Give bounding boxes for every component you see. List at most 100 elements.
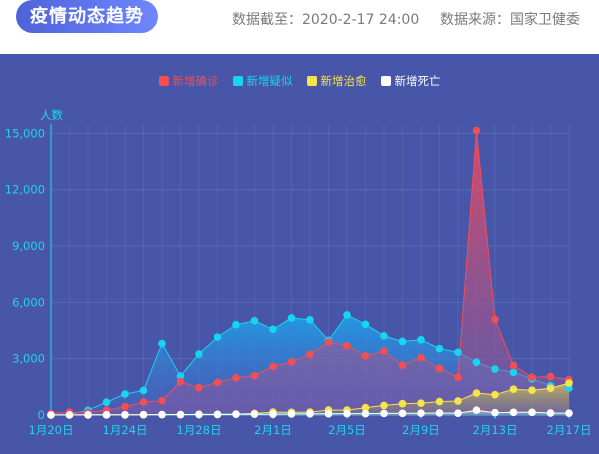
data-date: 数据截至：2020-2-17 24:00: [232, 12, 420, 28]
data-point-confirmed: [306, 350, 314, 359]
data-point-confirmed: [250, 371, 259, 380]
data-point-confirmed: [269, 362, 277, 371]
data-point-suspected: [454, 348, 462, 357]
series-area-confirmed: [51, 130, 569, 415]
legend-item-death[interactable]: 新增死亡: [380, 72, 441, 90]
data-point-death: [213, 410, 222, 419]
data-point-cured: [528, 386, 536, 394]
data-point-confirmed: [343, 341, 351, 350]
data-point-death: [47, 411, 55, 419]
data-point-confirmed: [195, 383, 203, 392]
legend-item-suspected[interactable]: 新增疑似: [232, 72, 293, 90]
data-point-suspected: [435, 344, 444, 353]
data-point-suspected: [139, 386, 148, 395]
data-point-confirmed: [139, 398, 148, 406]
data-point-death: [84, 411, 92, 419]
x-tick-label: 1月20日: [29, 423, 74, 437]
data-point-death: [158, 410, 166, 419]
data-point-death: [195, 410, 203, 419]
legend-label-death: 新增死亡: [394, 74, 441, 88]
data-point-confirmed: [528, 373, 536, 382]
data-source: 数据来源：国家卫健委: [440, 12, 580, 28]
data-point-death: [454, 409, 462, 417]
data-point-death: [250, 410, 259, 418]
data-point-death: [343, 409, 351, 418]
data-point-suspected: [509, 368, 518, 377]
data-point-cured: [546, 384, 555, 393]
data-point-death: [232, 410, 240, 418]
data-point-suspected: [176, 372, 185, 380]
legend-swatch-confirmed: [158, 76, 169, 86]
data-point-death: [324, 409, 333, 418]
data-point-cured: [398, 399, 407, 408]
data-point-confirmed: [380, 347, 388, 355]
data-point-death: [528, 408, 536, 417]
data-point-death: [102, 411, 111, 419]
data-point-death: [398, 409, 407, 418]
data-point-cured: [491, 390, 499, 399]
data-point-confirmed: [491, 315, 499, 324]
data-point-cured: [454, 397, 462, 405]
data-point-suspected: [417, 335, 425, 344]
data-point-confirmed: [361, 352, 370, 360]
data-point-confirmed: [121, 402, 129, 411]
data-point-death: [176, 410, 185, 419]
legend-item-confirmed[interactable]: 新增确诊: [158, 72, 219, 90]
data-point-confirmed: [213, 378, 222, 387]
data-point-suspected: [491, 365, 499, 373]
y-tick-label: 15,000: [5, 126, 45, 140]
data-point-suspected: [343, 311, 351, 319]
data-point-death: [380, 409, 388, 418]
x-tick-label: 2月13日: [473, 423, 518, 437]
data-point-confirmed: [472, 126, 481, 135]
data-point-suspected: [398, 337, 407, 346]
data-point-suspected: [361, 320, 370, 329]
data-point-death: [121, 410, 129, 419]
data-point-suspected: [158, 339, 166, 348]
y-tick-label: 9,000: [12, 239, 45, 253]
data-point-death: [565, 409, 573, 417]
data-point-suspected: [250, 316, 259, 325]
data-point-death: [287, 410, 296, 418]
data-point-death: [65, 411, 74, 419]
page-title: 疫情动态趋势: [16, 0, 158, 33]
data-point-suspected: [380, 332, 388, 340]
data-point-confirmed: [454, 373, 462, 381]
data-point-confirmed: [398, 361, 407, 369]
data-point-cured: [435, 397, 444, 406]
data-point-death: [361, 409, 370, 418]
x-tick-label: 2月9日: [402, 423, 440, 437]
legend-item-cured[interactable]: 新增治愈: [306, 72, 367, 90]
y-tick-label: 3,000: [12, 352, 45, 366]
data-point-cured: [417, 399, 425, 407]
legend-swatch-death: [380, 76, 391, 86]
y-tick-label: 12,000: [5, 183, 45, 197]
data-point-confirmed: [176, 377, 185, 386]
y-tick-label: 6,000: [12, 295, 45, 309]
data-point-suspected: [232, 320, 240, 329]
data-point-cured: [361, 403, 370, 412]
data-point-confirmed: [324, 338, 333, 346]
legend-swatch-cured: [306, 76, 317, 86]
data-point-death: [491, 408, 499, 417]
data-point-death: [472, 406, 481, 415]
legend-swatch-suspected: [232, 76, 243, 86]
data-point-death: [139, 410, 148, 419]
data-point-suspected: [121, 390, 129, 398]
legend-label-confirmed: 新增确诊: [172, 74, 219, 88]
x-tick-label: 2月17日: [547, 423, 592, 437]
data-point-confirmed: [546, 372, 555, 381]
page-header: 疫情动态趋势 数据截至：2020-2-17 24:00 数据来源：国家卫健委: [0, 0, 599, 54]
data-point-suspected: [213, 333, 222, 341]
data-point-death: [509, 408, 518, 417]
data-point-confirmed: [158, 396, 166, 405]
data-point-cured: [509, 385, 518, 394]
series-area-cured: [51, 383, 569, 415]
x-tick-label: 2月5日: [328, 423, 366, 437]
x-tick-label: 1月28日: [177, 423, 222, 437]
data-point-death: [417, 409, 425, 417]
data-point-cured: [472, 389, 481, 397]
data-point-cured: [380, 401, 388, 410]
data-point-confirmed: [435, 364, 444, 373]
